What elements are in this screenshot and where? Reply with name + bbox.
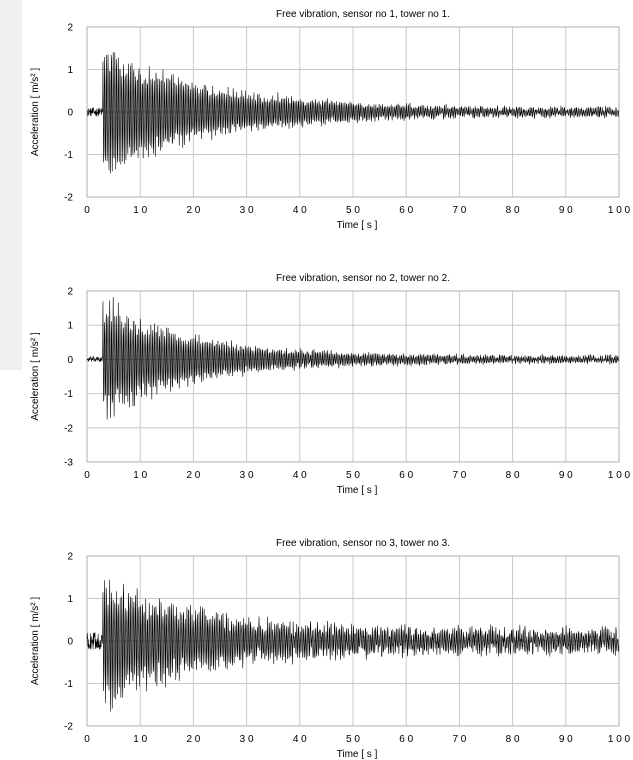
x-tick-label: 8 0 (506, 734, 520, 745)
x-tick-label: 4 0 (293, 734, 307, 745)
series-line (86, 579, 620, 712)
x-tick-label: 1 0 (133, 205, 147, 216)
x-tick-label: 7 0 (452, 470, 466, 481)
chart-2: Free vibration, sensor no 2, tower no 2.… (30, 273, 631, 496)
series-line (86, 297, 620, 420)
x-tick-label: 3 0 (240, 205, 254, 216)
series-line (86, 52, 620, 174)
y-tick-label: -1 (64, 679, 73, 690)
x-tick-label: 7 0 (452, 734, 466, 745)
y-tick-label: 1 (67, 594, 73, 605)
x-tick-label: 6 0 (399, 470, 413, 481)
x-tick-label: 7 0 (452, 205, 466, 216)
y-tick-label: 2 (67, 552, 73, 563)
y-tick-label: 1 (67, 65, 73, 76)
plot-area (86, 290, 620, 463)
x-tick-label: 5 0 (346, 470, 360, 481)
x-tick-label: 8 0 (506, 470, 520, 481)
y-tick-label: 0 (67, 637, 73, 648)
plot-area (86, 26, 620, 198)
x-tick-label: 1 0 (133, 470, 147, 481)
x-axis-label: Time [ s ] (337, 220, 378, 231)
x-tick-label: 2 0 (186, 734, 200, 745)
x-tick-label: 5 0 (346, 205, 360, 216)
y-axis-label: Acceleration [ m/s² ] (30, 597, 41, 686)
y-tick-label: 1 (67, 321, 73, 332)
x-tick-label: 1 0 (133, 734, 147, 745)
x-tick-label: 1 0 0 (608, 470, 631, 481)
chart-1: Free vibration, sensor no 1, tower no 1.… (30, 9, 631, 231)
x-tick-label: 3 0 (240, 470, 254, 481)
y-tick-label: 2 (67, 23, 73, 34)
x-tick-label: 3 0 (240, 734, 254, 745)
x-tick-label: 5 0 (346, 734, 360, 745)
x-tick-label: 6 0 (399, 205, 413, 216)
x-tick-label: 9 0 (559, 470, 573, 481)
y-tick-label: -2 (64, 722, 73, 733)
x-tick-label: 9 0 (559, 734, 573, 745)
chart-title: Free vibration, sensor no 3, tower no 3. (276, 538, 450, 549)
x-tick-label: 2 0 (186, 205, 200, 216)
x-tick-label: 2 0 (186, 470, 200, 481)
x-tick-label: 8 0 (506, 205, 520, 216)
y-tick-label: -2 (64, 193, 73, 204)
x-tick-label: 0 (84, 470, 90, 481)
y-tick-label: -2 (64, 423, 73, 434)
y-tick-label: -1 (64, 389, 73, 400)
x-tick-label: 0 (84, 205, 90, 216)
y-tick-label: -3 (64, 458, 73, 469)
y-tick-label: 0 (67, 355, 73, 366)
chart-title: Free vibration, sensor no 1, tower no 1. (276, 9, 450, 20)
scan-edge-band (0, 0, 22, 370)
y-tick-label: 2 (67, 287, 73, 298)
chart-title: Free vibration, sensor no 2, tower no 2. (276, 273, 450, 284)
chart-3: Free vibration, sensor no 3, tower no 3.… (30, 538, 631, 760)
y-tick-label: -1 (64, 150, 73, 161)
x-tick-label: 1 0 0 (608, 205, 631, 216)
x-tick-label: 4 0 (293, 205, 307, 216)
y-axis-label: Acceleration [ m/s² ] (30, 68, 41, 157)
x-tick-label: 4 0 (293, 470, 307, 481)
x-tick-label: 9 0 (559, 205, 573, 216)
x-tick-label: 1 0 0 (608, 734, 631, 745)
y-axis-label: Acceleration [ m/s² ] (30, 332, 41, 421)
x-axis-label: Time [ s ] (337, 749, 378, 760)
x-axis-label: Time [ s ] (337, 485, 378, 496)
x-tick-label: 6 0 (399, 734, 413, 745)
y-tick-label: 0 (67, 108, 73, 119)
x-tick-label: 0 (84, 734, 90, 745)
plot-area (86, 555, 620, 727)
